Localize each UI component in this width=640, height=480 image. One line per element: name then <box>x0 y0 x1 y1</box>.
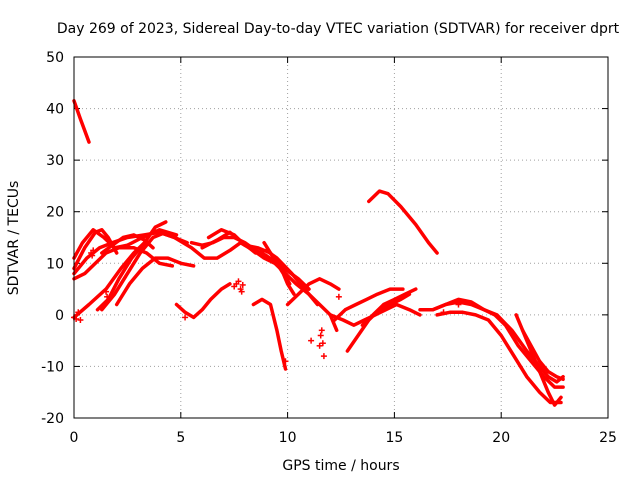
x-tick-label: 20 <box>492 430 510 446</box>
series-track-s19 <box>332 287 405 322</box>
chart-title: Day 269 of 2023, Sidereal Day-to-day VTE… <box>57 21 620 37</box>
x-tick-label: 0 <box>70 430 79 446</box>
series-track-s15 <box>174 282 232 320</box>
points-layer <box>71 247 462 365</box>
plot-frame <box>73 56 609 419</box>
series-track-s1 <box>72 99 91 144</box>
plus-marker <box>282 358 289 365</box>
plus-marker <box>318 327 325 334</box>
x-tick-label: 10 <box>279 430 297 446</box>
plus-marker <box>104 293 111 300</box>
x-tick-label: 5 <box>176 430 185 446</box>
series-layer <box>72 99 565 407</box>
y-tick-label: 20 <box>46 205 64 221</box>
plus-marker <box>317 332 324 339</box>
y-axis-label: SDTVAR / TECUs <box>6 181 22 296</box>
plus-marker <box>77 317 84 324</box>
y-tick-label: 10 <box>46 256 64 272</box>
series-track-s26 <box>435 310 563 405</box>
series-track-s9 <box>114 256 196 307</box>
y-tick-label: 30 <box>46 153 64 169</box>
y-tick-label: -10 <box>41 359 64 375</box>
tick-layer: 0 5 10 15 20 25 -20 -10 0 10 20 30 40 50 <box>41 50 617 446</box>
y-tick-label: -20 <box>41 411 64 427</box>
y-tick-label: 40 <box>46 102 64 118</box>
plus-marker <box>235 278 242 285</box>
plus-marker <box>335 293 342 300</box>
series-track-s14 <box>200 230 320 307</box>
series-track-s10 <box>72 240 147 320</box>
series-track-s28 <box>520 328 565 382</box>
y-tick-label: 0 <box>55 308 64 324</box>
plus-marker <box>440 309 447 316</box>
series-track-s17 <box>262 240 296 296</box>
plus-marker <box>320 353 327 360</box>
series-track-s16 <box>251 297 288 371</box>
series-track-s23 <box>367 189 439 255</box>
x-tick-label: 15 <box>385 430 403 446</box>
plus-marker <box>89 252 96 259</box>
series-track-s18 <box>285 277 341 307</box>
plus-marker <box>455 301 462 308</box>
plus-marker <box>239 281 246 288</box>
plus-marker <box>319 340 326 347</box>
series-track-s8 <box>100 230 168 312</box>
plus-marker <box>75 309 82 316</box>
plus-marker <box>182 314 189 321</box>
plus-marker <box>103 288 110 295</box>
series-track-s22 <box>328 302 422 327</box>
plus-marker <box>90 247 97 254</box>
plus-marker <box>238 288 245 295</box>
plus-marker <box>308 337 315 344</box>
x-tick-label: 25 <box>599 430 617 446</box>
y-tick-label: 50 <box>46 50 64 66</box>
series-track-s2 <box>72 228 119 271</box>
x-axis-label: GPS time / hours <box>282 458 399 474</box>
series-track-s25 <box>431 297 565 389</box>
plus-marker <box>316 342 323 349</box>
